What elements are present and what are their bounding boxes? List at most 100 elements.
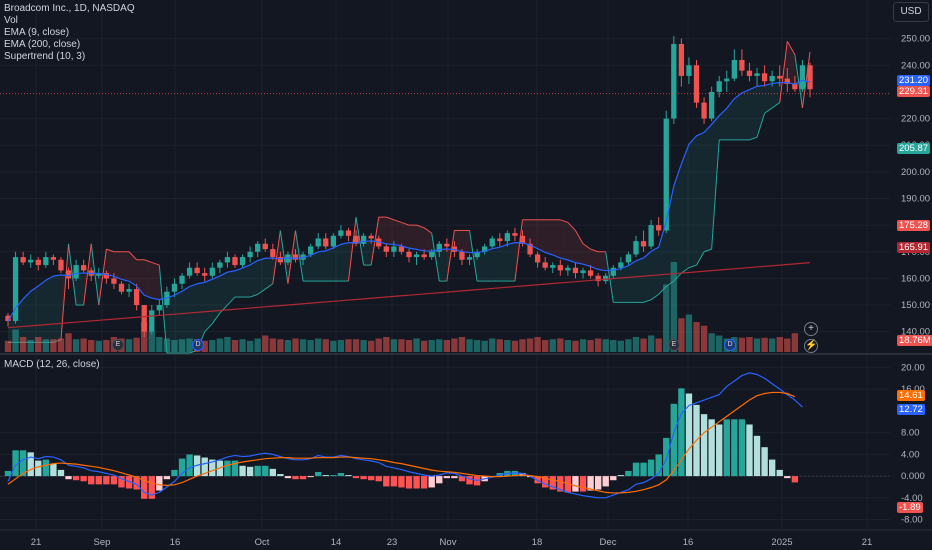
time-tick-label: 2025 <box>771 537 792 548</box>
symbol-title[interactable]: Broadcom Inc., 1D, NASDAQ <box>4 3 135 14</box>
dividend-marker[interactable]: D <box>724 339 736 351</box>
macd-axis: 20.00 16.00 8.00 4.00 0.000 -4.00 -8.00 <box>901 362 925 525</box>
candle-body <box>186 267 193 276</box>
supertrend-label[interactable]: Supertrend (10, 3) <box>4 51 86 62</box>
volume-bar <box>292 338 299 352</box>
supertrend-band <box>658 221 667 295</box>
volume-bar <box>436 339 443 352</box>
earnings-marker[interactable]: E <box>112 339 124 351</box>
volume-bar <box>458 337 466 352</box>
flash-button[interactable]: ⚡ <box>804 339 818 353</box>
price-tick-label: 220.00 <box>901 114 930 125</box>
time-tick-label: 16 <box>170 537 181 548</box>
volume-bar <box>738 337 746 352</box>
supertrend-line <box>431 233 440 282</box>
macd-histogram-bar <box>337 473 345 477</box>
supertrend-band <box>635 257 644 303</box>
time-tick-label: Oct <box>255 537 270 548</box>
supertrend-band <box>673 163 682 282</box>
macd-histogram-bar <box>663 437 670 477</box>
candle-body <box>587 270 594 276</box>
supertrend-band <box>325 247 334 282</box>
macd-histogram-bar <box>163 476 171 480</box>
macd-histogram-bar <box>156 476 163 491</box>
macd-histogram-bar <box>57 469 65 477</box>
candle-body <box>618 262 624 268</box>
supertrend-line <box>295 230 304 282</box>
supertrend-line <box>764 107 773 114</box>
supertrend-line <box>272 230 281 284</box>
volume-bar <box>504 340 511 352</box>
macd-histogram-bar <box>148 476 155 499</box>
supertrend-line <box>643 299 652 303</box>
supertrend-band <box>318 250 326 282</box>
ema9-label[interactable]: EMA (9, close) <box>4 27 70 38</box>
macd-histogram-bar <box>246 466 254 477</box>
macd-label[interactable]: MACD (12, 26, close) <box>4 359 100 370</box>
dividend-marker[interactable]: D <box>192 339 204 351</box>
candle-body <box>224 257 231 263</box>
supertrend-band <box>560 219 568 261</box>
add-indicator-button[interactable]: + <box>804 322 818 336</box>
volume-bar <box>587 340 594 352</box>
macd-pane <box>4 372 803 499</box>
macd-histogram-bar <box>420 476 428 489</box>
price-badge-supertrend: 205.87 <box>897 143 931 154</box>
volume-bar <box>345 339 352 352</box>
volume-bar <box>133 337 140 352</box>
macd-histogram-bar <box>299 476 307 480</box>
volume-bar <box>572 340 579 352</box>
macd-histogram-bar <box>700 414 708 477</box>
volume-bar <box>647 335 655 352</box>
volume-bar <box>4 340 12 352</box>
candle-body <box>444 243 450 247</box>
volume-bar <box>496 339 503 352</box>
candle-body <box>103 273 110 279</box>
volume-bar <box>655 338 662 352</box>
supertrend-band <box>749 86 758 140</box>
volume-bar <box>602 339 609 352</box>
volume-label[interactable]: Vol <box>4 15 18 26</box>
supertrend-line <box>347 217 357 282</box>
supertrend-band <box>30 285 39 343</box>
volume-bar <box>186 338 193 352</box>
macd-histogram-bar <box>708 419 715 477</box>
supertrend-band <box>583 243 591 267</box>
currency-button[interactable]: USD <box>893 2 929 22</box>
supertrend-line <box>786 41 796 55</box>
volume-bar <box>19 337 27 352</box>
volume-bar <box>231 340 239 352</box>
supertrend-band <box>227 270 235 306</box>
candle-body <box>307 246 314 255</box>
supertrend-line <box>144 259 152 263</box>
supertrend-line <box>696 251 705 266</box>
supertrend-band <box>651 247 659 300</box>
volume-bar <box>299 339 307 352</box>
macd-histogram-bar <box>647 459 655 477</box>
supertrend-band <box>461 230 470 253</box>
earnings-marker[interactable]: E <box>668 339 680 351</box>
candle-body <box>391 246 397 252</box>
supertrend-line <box>514 219 523 282</box>
macd-histogram-bar <box>35 460 42 477</box>
supertrend-band <box>681 144 689 274</box>
candle-body <box>557 265 563 271</box>
candle-body <box>360 235 367 244</box>
candle-body <box>277 257 284 263</box>
macd-histogram-bar <box>768 459 776 477</box>
macd-histogram-bar <box>466 476 473 485</box>
ema200-label[interactable]: EMA (200, close) <box>4 39 81 50</box>
candle-body <box>28 259 34 263</box>
supertrend-band <box>499 244 508 282</box>
supertrend-line <box>279 230 289 284</box>
candle-body <box>217 262 223 268</box>
time-tick-label: 21 <box>31 537 42 548</box>
supertrend-band <box>492 247 500 282</box>
supertrend-line <box>423 227 432 234</box>
macd-histogram-bar <box>186 454 193 477</box>
volume-bar <box>12 329 19 352</box>
candle-body <box>678 43 685 76</box>
volume-bar <box>95 340 102 352</box>
volume-bar <box>80 338 87 352</box>
